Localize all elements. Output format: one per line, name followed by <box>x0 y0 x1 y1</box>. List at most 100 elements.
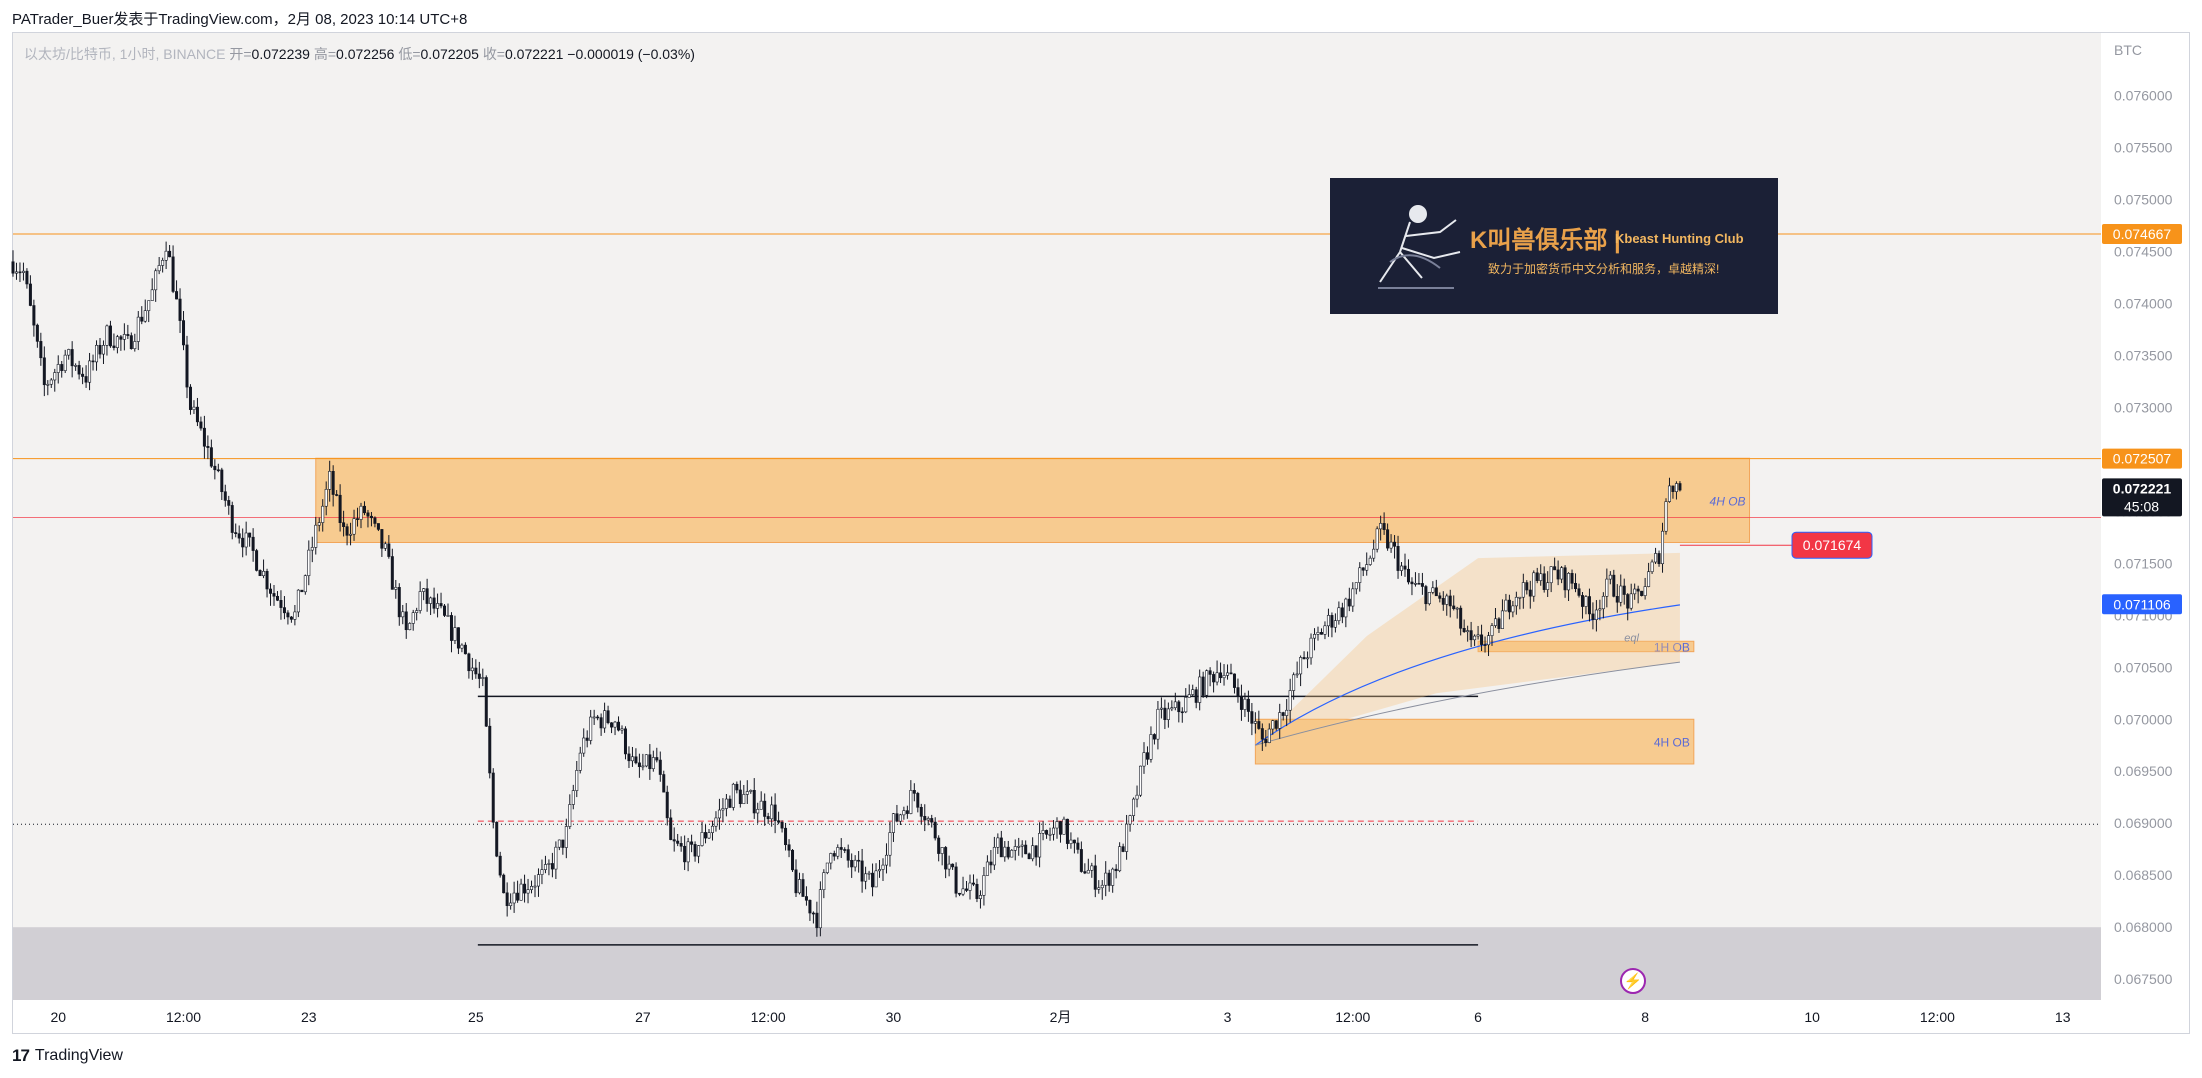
candle-down <box>1636 588 1640 592</box>
candle-down <box>766 816 770 820</box>
candle-up <box>756 808 760 814</box>
candle-down <box>1045 830 1049 835</box>
candle-up <box>961 888 965 895</box>
candle-up <box>1215 672 1219 683</box>
candle-up <box>1288 690 1292 711</box>
candle-down <box>585 737 589 741</box>
candle-up <box>1104 872 1108 886</box>
candle-down <box>1152 734 1156 740</box>
candle-down <box>251 536 255 551</box>
candle-up <box>867 872 871 875</box>
x-tick-label: 23 <box>301 1009 317 1025</box>
candle-up <box>1601 595 1605 610</box>
candle-up <box>359 505 363 520</box>
price-axis-label: 0.071106 <box>2113 596 2171 612</box>
candle-down <box>1229 672 1233 675</box>
candle-up <box>1069 839 1073 844</box>
candle-up <box>1584 596 1588 607</box>
candle-up <box>1546 582 1550 590</box>
candle-down <box>1657 553 1661 565</box>
candle-down <box>91 360 95 363</box>
candle-down <box>648 754 652 770</box>
candle-down <box>989 861 993 866</box>
price-axis-label: 0.072507 <box>2113 451 2172 467</box>
candle-down <box>1438 595 1442 599</box>
ohlc-legend: 以太坊/比特币, 1小时, BINANCE 开=0.072239 高=0.072… <box>24 44 695 64</box>
eql-label: eql <box>1624 632 1639 644</box>
candle-up <box>150 289 154 301</box>
candle-up <box>1086 869 1090 874</box>
candle-up <box>147 300 151 311</box>
candle-up <box>1205 670 1209 696</box>
candle-down <box>195 406 199 423</box>
candle-up <box>105 325 109 346</box>
candle-down <box>780 821 784 829</box>
candle-down <box>1574 582 1578 590</box>
candle-down <box>693 844 697 857</box>
high-value: 0.072256 <box>336 46 395 62</box>
candle-down <box>81 373 85 377</box>
candle-down <box>1410 581 1414 585</box>
candle-up <box>1504 599 1508 612</box>
y-tick-label: 0.076000 <box>2114 87 2173 103</box>
candle-down <box>975 883 979 899</box>
candle-down <box>168 250 172 258</box>
publish-line: PATrader_Buer发表于TradingView.com，2月 08, 2… <box>12 11 468 28</box>
candle-up <box>1243 698 1247 710</box>
candle-down <box>596 716 600 719</box>
candle-up <box>717 809 721 819</box>
candle-down <box>1640 590 1644 596</box>
candle-up <box>898 814 902 822</box>
candle-down <box>98 344 102 355</box>
candle-down <box>1257 721 1261 729</box>
banner-subtitle: 致力于加密货币中文分析和服务，卓越精深! <box>1488 262 1720 276</box>
candle-down <box>662 774 666 793</box>
candle-up <box>383 543 387 549</box>
candle-down <box>282 607 286 614</box>
candle-up <box>1139 765 1143 796</box>
candle-up <box>644 754 648 767</box>
candle-up <box>982 875 986 896</box>
x-tick-label: 25 <box>468 1009 484 1025</box>
candle-down <box>467 653 471 672</box>
candle-up <box>328 471 332 490</box>
candle-down <box>42 357 46 386</box>
x-tick-label: 2月 <box>1050 1009 1072 1025</box>
candle-up <box>526 889 530 894</box>
candle-down <box>39 341 43 359</box>
candle-up <box>592 716 596 719</box>
candle-down <box>752 790 756 814</box>
candle-down <box>1382 523 1386 530</box>
candle-down <box>784 827 788 846</box>
candle-up <box>533 885 537 888</box>
candle-up <box>1619 585 1623 603</box>
candle-up <box>1431 587 1435 593</box>
candle-up <box>115 336 119 348</box>
candle-down <box>60 364 64 371</box>
candle-up <box>1226 672 1230 676</box>
candle-up <box>564 826 568 848</box>
candle-up <box>101 345 105 355</box>
x-tick-label: 10 <box>1804 1009 1820 1025</box>
candle-down <box>206 445 210 448</box>
candle-up <box>14 271 18 274</box>
symbol-label: 以太坊/比特币, 1小时, BINANCE <box>24 46 226 62</box>
candle-down <box>728 798 732 808</box>
lightning-icon[interactable]: ⚡ <box>1620 968 1646 994</box>
candle-down <box>1072 839 1076 844</box>
candle-up <box>436 603 440 609</box>
y-tick-label: 0.074000 <box>2114 295 2173 311</box>
candle-up <box>1337 607 1341 621</box>
candle-up <box>759 800 763 810</box>
candle-down <box>919 807 923 817</box>
candle-down <box>860 860 864 882</box>
candle-down <box>627 753 631 762</box>
candle-down <box>965 888 969 891</box>
candle-down <box>1441 598 1445 605</box>
candle-up <box>1413 582 1417 585</box>
banner-club: Kbeast Hunting Club <box>1615 231 1744 246</box>
candle-down <box>209 447 213 467</box>
candle-down <box>676 840 680 844</box>
callout-value: 0.071674 <box>1803 537 1862 553</box>
